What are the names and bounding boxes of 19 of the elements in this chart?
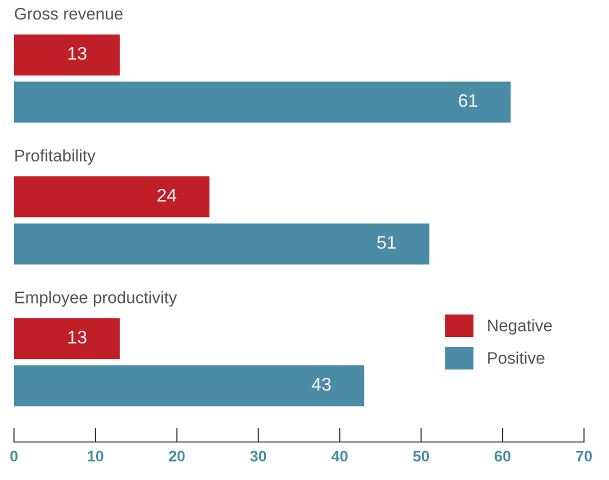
data-label: 61 xyxy=(458,94,478,107)
x-tick-label: 20 xyxy=(168,450,185,462)
x-tick-label: 70 xyxy=(576,450,592,462)
y-tick-label: Gross revenue xyxy=(14,8,123,20)
legend-label: Negative xyxy=(488,319,552,335)
data-label: 13 xyxy=(68,47,86,60)
y-tick-label: Profitability xyxy=(15,149,96,165)
data-label: 43 xyxy=(312,378,331,391)
x-tick-label: 50 xyxy=(413,450,430,462)
x-tick-label: 0 xyxy=(10,450,18,462)
x-tick-label: 30 xyxy=(250,450,266,462)
data-label: 24 xyxy=(158,188,176,202)
x-tick-label: 10 xyxy=(88,450,104,462)
data-label: 51 xyxy=(377,236,396,249)
x-tick-label: 40 xyxy=(331,450,348,462)
legend-label: Positive xyxy=(488,352,544,364)
x-tick-label: 60 xyxy=(494,450,510,462)
y-tick-label: Employee productivity xyxy=(15,291,178,307)
data-label: 13 xyxy=(68,330,86,344)
